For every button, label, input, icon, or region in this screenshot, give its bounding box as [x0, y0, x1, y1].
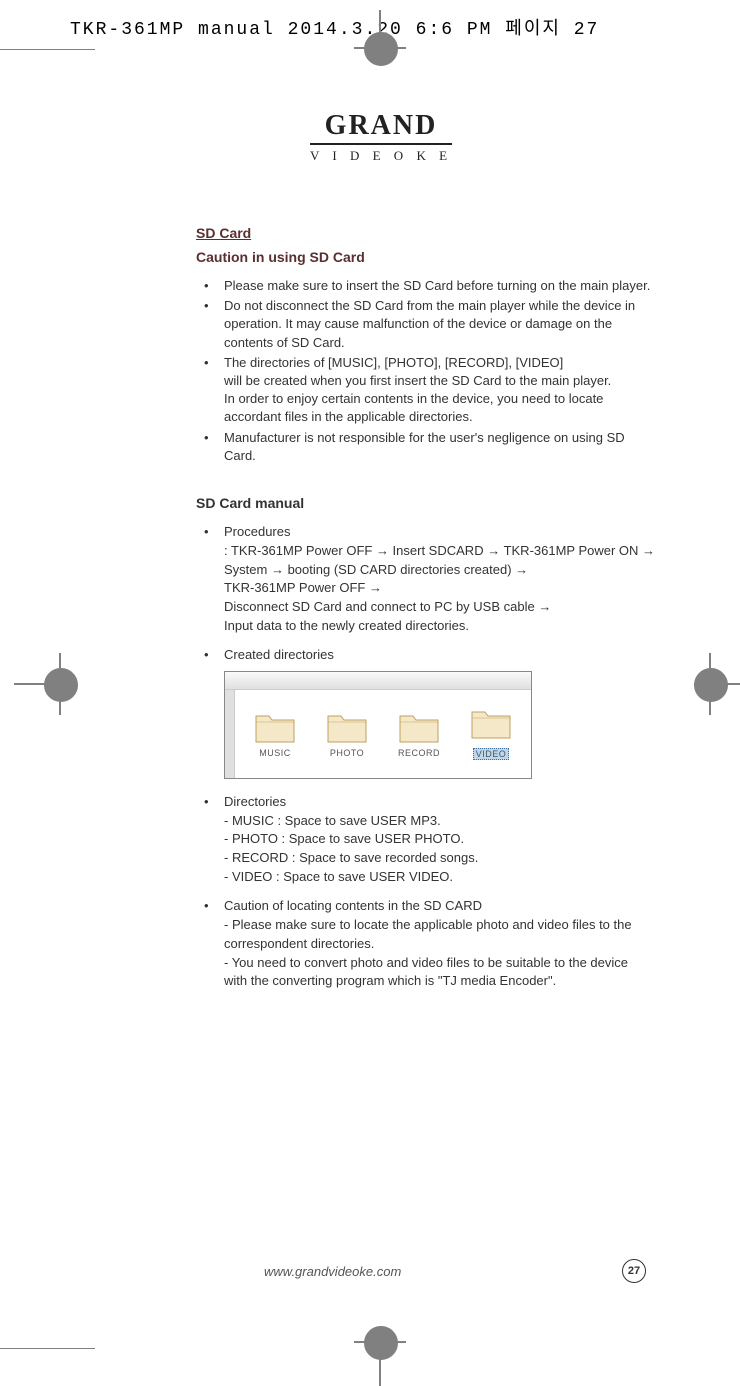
- folder-item-record: RECORD: [387, 710, 451, 758]
- footer-url: www.grandvideoke.com: [264, 1264, 401, 1279]
- manual-title: SD Card manual: [196, 495, 656, 511]
- caution-subline: accordant files in the applicable direct…: [224, 408, 656, 426]
- caution-locating-item: correspondent directories.: [196, 935, 656, 954]
- folder-sidebar: [225, 690, 235, 778]
- crop-mark-right: [694, 668, 726, 700]
- folder-icon: [326, 710, 368, 744]
- procedure-line: System → booting (SD CARD directories cr…: [196, 561, 656, 580]
- directory-item: - VIDEO : Space to save USER VIDEO.: [196, 868, 656, 887]
- procedure-line: : TKR-361MP Power OFF → Insert SDCARD → …: [196, 542, 656, 561]
- crop-mark-top: [364, 40, 396, 72]
- folder-label: VIDEO: [473, 748, 510, 760]
- folder-icon: [470, 706, 512, 740]
- logo-videoke: V I D E O K E: [310, 148, 452, 164]
- caution-locating-item: - Please make sure to locate the applica…: [196, 916, 656, 935]
- caution-locating-block: Caution of locating contents in the SD C…: [196, 897, 656, 991]
- print-header: TKR-361MP manual 2014.3.20 6:6 PM 페이지 27: [70, 14, 599, 40]
- directory-item: - PHOTO : Space to save USER PHOTO.: [196, 830, 656, 849]
- folder-window: MUSIC PHOTO RECORD: [224, 671, 532, 779]
- created-dirs-block: Created directories MUSIC PHOTO: [196, 646, 656, 779]
- caution-item: Manufacturer is not responsible for the …: [196, 429, 656, 465]
- sd-card-title: SD Card: [196, 225, 656, 241]
- directory-item: - MUSIC : Space to save USER MP3.: [196, 812, 656, 831]
- folder-item-music: MUSIC: [243, 710, 307, 758]
- caution-item: Please make sure to insert the SD Card b…: [196, 277, 656, 295]
- folder-item-photo: PHOTO: [315, 710, 379, 758]
- caution-subline: In order to enjoy certain contents in th…: [224, 390, 656, 408]
- folder-label: RECORD: [387, 748, 451, 758]
- procedures-block: Procedures : TKR-361MP Power OFF → Inser…: [196, 523, 656, 636]
- footer: www.grandvideoke.com 27: [196, 1259, 646, 1283]
- crop-mark-bottom: [364, 1326, 396, 1358]
- folder-icon: [398, 710, 440, 744]
- folder-toolbar: [225, 672, 531, 690]
- folder-item-video: VIDEO: [459, 706, 523, 762]
- procedure-line: Input data to the newly created director…: [196, 617, 656, 636]
- folder-label: PHOTO: [315, 748, 379, 758]
- procedures-head: Procedures: [196, 523, 656, 542]
- caution-locating-head: Caution of locating contents in the SD C…: [196, 897, 656, 916]
- crop-mark-left: [44, 668, 76, 700]
- crop-line-bottom: [0, 1348, 95, 1349]
- directories-head: Directories: [196, 793, 656, 812]
- folder-icon: [254, 710, 296, 744]
- folder-label: MUSIC: [243, 748, 307, 758]
- procedure-line: TKR-361MP Power OFF →: [196, 579, 656, 598]
- created-dirs-head: Created directories: [196, 646, 656, 665]
- caution-subline: will be created when you first insert th…: [224, 372, 656, 390]
- caution-locating-item: - You need to convert photo and video fi…: [196, 954, 656, 973]
- caution-list: Please make sure to insert the SD Card b…: [196, 277, 656, 465]
- procedure-line: Disconnect SD Card and connect to PC by …: [196, 598, 656, 617]
- folder-area: MUSIC PHOTO RECORD: [235, 690, 531, 778]
- crop-line-top: [0, 49, 95, 50]
- caution-locating-item: with the converting program which is "TJ…: [196, 972, 656, 991]
- caution-item-text: The directories of [MUSIC], [PHOTO], [RE…: [224, 355, 563, 370]
- caution-item: Do not disconnect the SD Card from the m…: [196, 297, 656, 352]
- directory-item: - RECORD : Space to save recorded songs.: [196, 849, 656, 868]
- logo-grand: GRAND: [310, 110, 452, 145]
- caution-item: The directories of [MUSIC], [PHOTO], [RE…: [196, 354, 656, 427]
- page-number: 27: [622, 1259, 646, 1283]
- directories-block: Directories - MUSIC : Space to save USER…: [196, 793, 656, 887]
- caution-title: Caution in using SD Card: [196, 249, 656, 265]
- content-area: SD Card Caution in using SD Card Please …: [196, 225, 656, 1001]
- logo: GRAND V I D E O K E: [310, 110, 452, 164]
